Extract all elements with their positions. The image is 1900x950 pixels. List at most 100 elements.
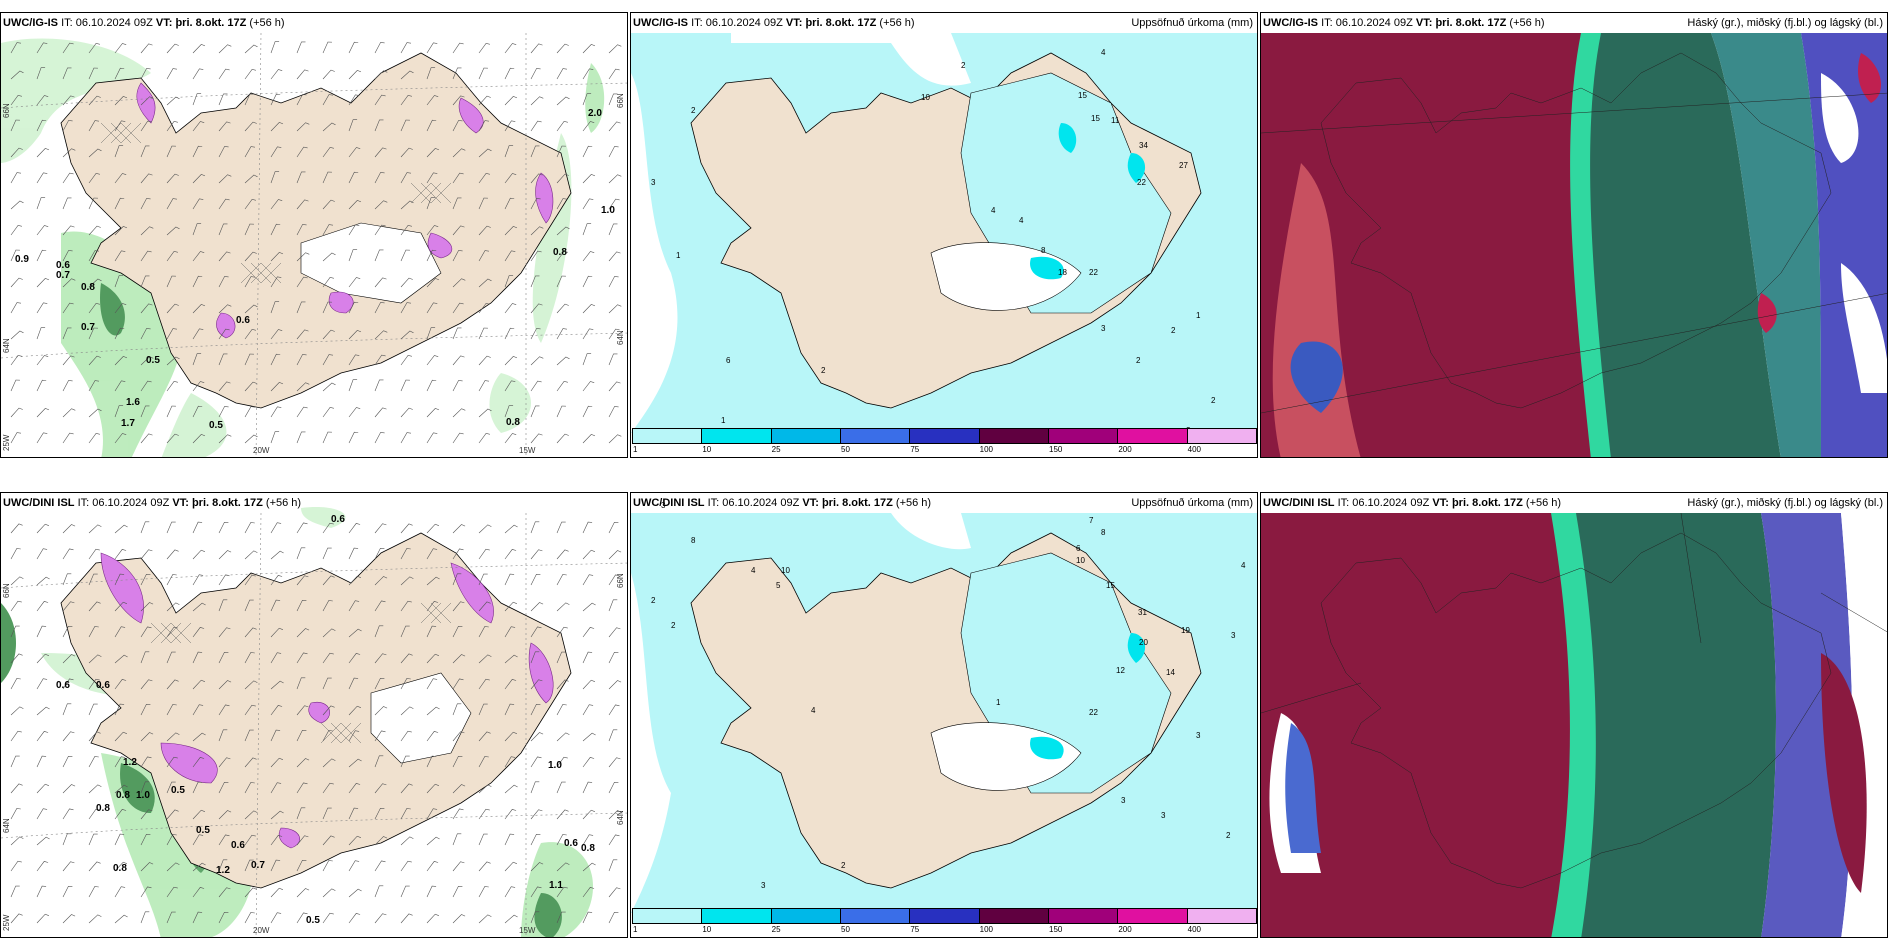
value-label: 3: [1231, 631, 1236, 640]
wind-barb: [608, 174, 622, 184]
wind-barb: [400, 576, 414, 586]
wind-barb: [62, 885, 73, 898]
wind-barb: [192, 521, 203, 534]
wind-barb: [582, 121, 595, 132]
wind-barb: [452, 678, 464, 690]
wind-barb: [166, 328, 178, 340]
wind-barb: [192, 911, 203, 924]
wind-barb: [504, 784, 518, 794]
wind-barb: [322, 94, 334, 106]
wind-barb: [218, 174, 232, 184]
wind-barb: [374, 330, 388, 340]
wind-barb: [218, 859, 228, 872]
wind-barb: [140, 145, 150, 158]
wind-barb: [608, 704, 620, 716]
wind-barb: [322, 329, 335, 340]
wind-barb: [478, 808, 490, 820]
wind-barb: [36, 148, 50, 158]
wind-barb: [478, 731, 491, 742]
value-label: 10: [1076, 556, 1085, 565]
wind-barb: [504, 380, 516, 392]
wind-barb: [348, 171, 359, 184]
wind-barb: [478, 250, 490, 262]
wind-barb: [166, 226, 180, 236]
wind-barb: [400, 860, 412, 872]
wind-map: 66N 64N 25W 20W 15W 66N 64N 0.9 0.6 0.7 …: [1, 32, 627, 457]
precip-values: 3 2 1 10 2 4 15 15 11 34 27 22 4 4 8 18 …: [651, 48, 1216, 440]
colorbar-tick-label: 50: [841, 445, 850, 454]
wind-barb: [218, 704, 230, 716]
wind-barb: [10, 808, 21, 820]
wind-barb: [608, 521, 619, 534]
wind-barb: [10, 432, 22, 444]
wind-barb: [374, 677, 385, 690]
wind-barb: [348, 277, 361, 288]
wind-barb: [244, 44, 258, 54]
value-label: 0.5: [171, 785, 185, 796]
wind-barb: [608, 434, 622, 444]
wind-barb: [452, 432, 464, 444]
value-label: 12: [1116, 666, 1125, 675]
wind-barb: [322, 122, 336, 132]
wind-barb: [582, 68, 594, 80]
value-label: 2: [651, 596, 656, 605]
wind-barb: [374, 653, 387, 664]
wind-barb: [270, 835, 283, 846]
wind-barb: [62, 678, 74, 690]
lon-label-20: 20W: [253, 446, 270, 455]
wind-barb: [426, 601, 439, 612]
wind-barb: [478, 678, 490, 690]
wind-barb: [192, 732, 206, 742]
wind-barb: [504, 43, 517, 54]
wind-barb: [582, 862, 596, 872]
wind-barb: [88, 250, 100, 262]
wind-barb: [504, 861, 518, 872]
colorbar-segment: [1048, 428, 1119, 444]
wind-barb: [36, 67, 46, 80]
wind-barb: [62, 784, 76, 794]
colorbar-tick-label: 10: [702, 925, 712, 934]
wind-barb: [36, 885, 47, 898]
lat-label-66-right: 66N: [616, 573, 625, 588]
wind-barb: [140, 96, 154, 106]
wind-barb: [192, 627, 205, 638]
wind-barb: [88, 327, 98, 340]
wind-barb: [296, 575, 309, 586]
wind-barb: [452, 573, 462, 586]
wind-barb: [478, 524, 492, 534]
wind-barb: [400, 330, 414, 340]
wind-barb: [426, 885, 437, 898]
wind-barb: [374, 547, 385, 560]
wind-barb: [452, 755, 463, 768]
wind-barb: [166, 834, 177, 846]
wind-barb: [478, 703, 488, 716]
wind-barb: [322, 600, 333, 612]
value-label: 1.1: [549, 880, 563, 891]
wind-barb: [192, 704, 204, 716]
wind-barb: [452, 67, 462, 80]
wind-barb: [36, 172, 48, 184]
wind-barb: [426, 731, 439, 742]
wind-barb: [426, 678, 438, 690]
wind-barb: [166, 574, 177, 586]
wind-barb: [582, 602, 596, 612]
wind-barb: [296, 729, 307, 742]
wind-barb: [348, 835, 362, 846]
wind-barb: [192, 121, 205, 132]
wind-barb: [192, 353, 202, 366]
wind-barb: [374, 885, 384, 898]
wind-barb: [348, 730, 360, 742]
wind-barb: [348, 249, 358, 262]
wind-barb: [348, 807, 359, 820]
wind-barb: [62, 914, 76, 924]
wind-barb: [192, 251, 205, 262]
wind-barb: [478, 756, 489, 768]
value-label: 1.7: [121, 418, 135, 429]
wind-barb: [88, 833, 98, 846]
wind-barb: [218, 68, 230, 80]
wind-barb: [244, 304, 258, 314]
lat-label-66: 66N: [2, 583, 11, 598]
wind-barb: [114, 197, 125, 210]
value-label: 22: [1089, 268, 1098, 277]
wind-barb: [140, 68, 151, 80]
